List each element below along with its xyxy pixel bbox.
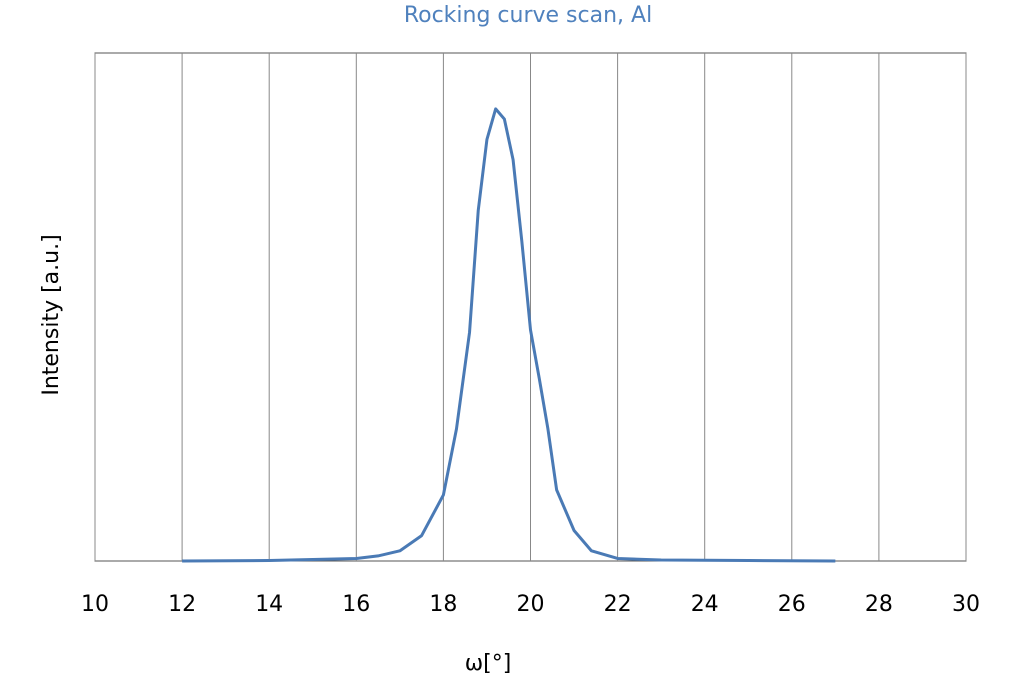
x-tick-label: 22	[604, 592, 632, 617]
chart-title: Rocking curve scan, Al	[404, 3, 652, 28]
x-tick-label: 12	[168, 592, 196, 617]
x-tick-label: 24	[691, 592, 719, 617]
x-tick-label: 30	[952, 592, 980, 617]
x-tick-label: 10	[81, 592, 109, 617]
x-tick-label: 14	[255, 592, 283, 617]
x-tick-label: 18	[429, 592, 457, 617]
x-tick-label: 26	[778, 592, 806, 617]
data-line	[182, 107, 836, 563]
x-tick-label: 28	[865, 592, 893, 617]
y-axis-label: Intensity [a.u.]	[39, 234, 64, 395]
x-tick-label: 16	[342, 592, 370, 617]
x-axis-label: ω[°]	[465, 651, 512, 676]
x-tick-label: 20	[517, 592, 545, 617]
